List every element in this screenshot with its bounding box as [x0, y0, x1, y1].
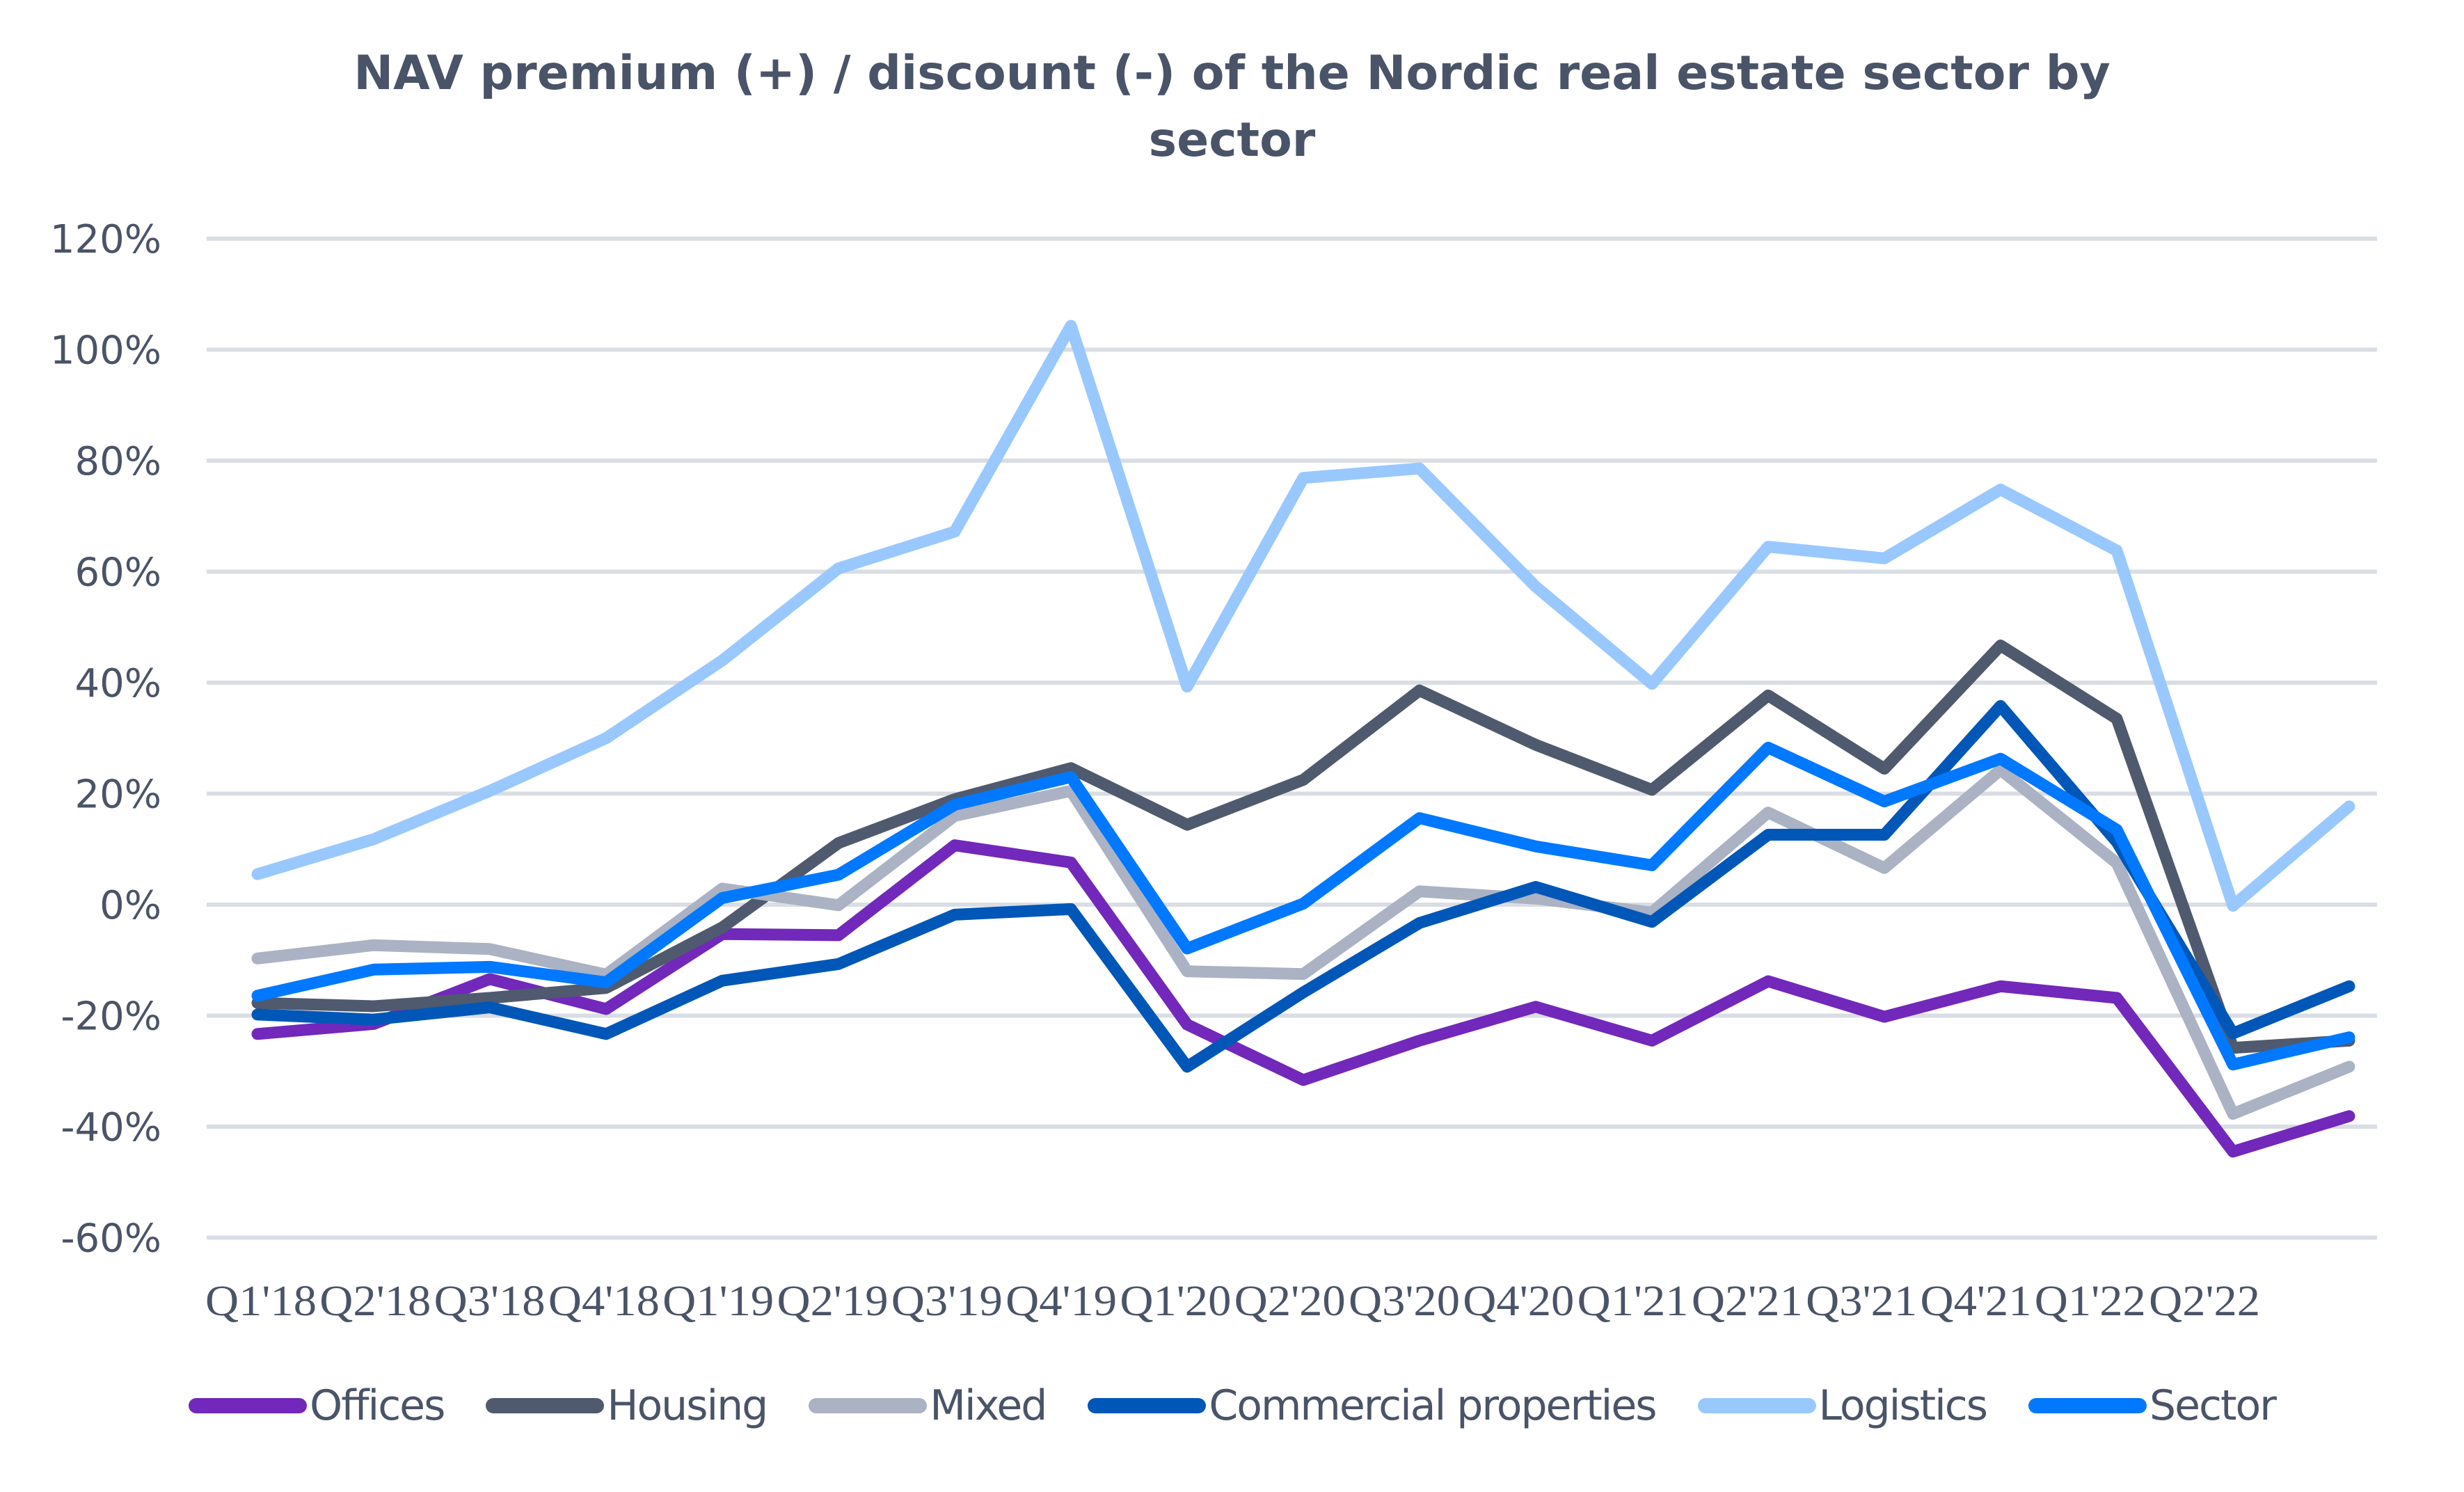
x-tick-label: Q3'19 — [891, 1278, 1003, 1325]
legend-swatch — [809, 1398, 928, 1413]
x-tick-label: Q4'18 — [548, 1278, 660, 1325]
legend-item-commercial-properties: Commercial properties — [1088, 1381, 1658, 1430]
x-tick-label: Q1'18 — [205, 1278, 317, 1325]
legend-swatch — [2028, 1398, 2147, 1413]
y-tick-label: -20% — [61, 994, 161, 1040]
x-tick-label: Q2'18 — [319, 1278, 431, 1325]
gridlines — [207, 237, 2377, 1240]
y-tick-label: 20% — [75, 772, 161, 818]
legend-label: Commercial properties — [1209, 1381, 1657, 1430]
y-axis-tick-labels: 120% 100% 80% 60% 40% 20% 0% -20% -40% -60% — [50, 217, 161, 1262]
legend-item-logistics: Logistics — [1697, 1381, 1989, 1430]
chart-title-line-1: NAV premium (+) / discount (-) of the No… — [353, 46, 2111, 101]
legend-swatch — [1088, 1398, 1207, 1413]
y-tick-label: 80% — [75, 439, 161, 484]
legend-label: Housing — [607, 1381, 768, 1430]
x-tick-label: Q2'19 — [777, 1278, 889, 1325]
legend-swatch — [486, 1398, 605, 1413]
legend-label: Logistics — [1818, 1381, 1989, 1430]
x-tick-label: Q1'22 — [2035, 1278, 2146, 1325]
x-tick-label: Q1'19 — [662, 1278, 774, 1325]
x-axis-tick-labels: Q1'18 Q2'18 Q3'18 Q4'18 Q1'19 Q2'19 Q3'19 Q4'19… — [205, 1278, 2260, 1325]
y-tick-label: -40% — [61, 1105, 161, 1150]
legend-label: Mixed — [930, 1381, 1047, 1430]
series-line-commercial-properties — [251, 699, 2355, 1073]
legend-item-mixed: Mixed — [809, 1381, 1047, 1430]
legend-item-housing: Housing — [486, 1381, 768, 1430]
x-tick-label: Q1'21 — [1577, 1278, 1689, 1325]
legend-swatch — [1697, 1398, 1816, 1413]
y-tick-label: 40% — [75, 661, 161, 706]
y-tick-label: -60% — [61, 1216, 161, 1262]
x-tick-label: Q2'20 — [1234, 1278, 1346, 1325]
chart-title-line-2: sector — [1148, 113, 1316, 168]
x-tick-label: Q3'21 — [1806, 1278, 1917, 1325]
chart-title: NAV premium (+) / discount (-) of the No… — [0, 40, 2464, 174]
x-tick-label: Q2'22 — [2149, 1278, 2260, 1325]
series-lines — [251, 319, 2355, 1158]
series-line-sector — [251, 741, 2355, 1071]
legend-label: Offices — [310, 1381, 445, 1430]
x-tick-label: Q3'18 — [434, 1278, 546, 1325]
x-tick-label: Q4'20 — [1463, 1278, 1574, 1325]
series-line-mixed — [251, 763, 2355, 1120]
x-tick-label: Q1'20 — [1120, 1278, 1231, 1325]
y-tick-label: 120% — [50, 217, 161, 262]
x-tick-label: Q4'19 — [1006, 1278, 1117, 1325]
x-tick-label: Q2'21 — [1692, 1278, 1803, 1325]
y-tick-label: 0% — [100, 883, 161, 928]
legend-label: Sector — [2149, 1381, 2277, 1430]
y-tick-label: 100% — [50, 328, 161, 374]
series-line-logistics — [251, 319, 2355, 912]
legend: Offices Housing Mixed Commercial properties… — [0, 1381, 2464, 1430]
legend-item-sector: Sector — [2028, 1381, 2277, 1430]
legend-swatch — [189, 1398, 308, 1413]
x-tick-label: Q4'21 — [1921, 1278, 2032, 1325]
series-line-offices — [251, 839, 2355, 1158]
y-tick-label: 60% — [75, 550, 161, 596]
x-tick-label: Q3'20 — [1349, 1278, 1460, 1325]
legend-item-offices: Offices — [189, 1381, 445, 1430]
